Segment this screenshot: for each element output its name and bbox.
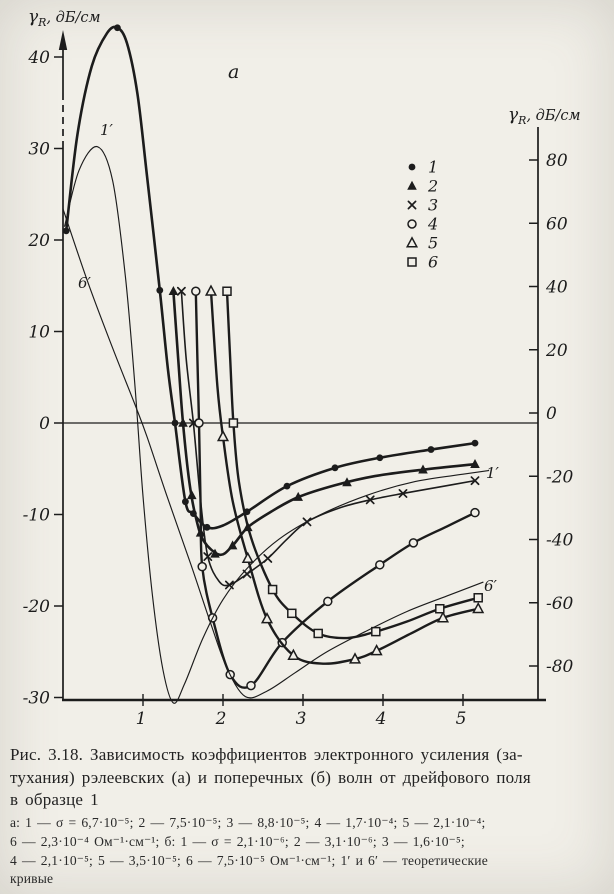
svg-text:3: 3 bbox=[428, 196, 438, 215]
svg-text:-10: -10 bbox=[23, 506, 51, 526]
svg-text:60: 60 bbox=[546, 214, 568, 234]
svg-text:-20: -20 bbox=[23, 597, 51, 617]
series-5 bbox=[204, 284, 485, 665]
svg-text:40: 40 bbox=[27, 48, 50, 68]
series-4 bbox=[191, 286, 480, 691]
series-6 bbox=[222, 286, 483, 640]
svg-text:20: 20 bbox=[545, 341, 568, 361]
svg-text:а: а bbox=[228, 61, 239, 83]
svg-text:40: 40 bbox=[545, 278, 568, 298]
footnote-line-2: 6 — 2,3·10⁻⁴ Ом⁻¹·см⁻¹; б: 1 — σ = 2,1·1… bbox=[10, 833, 465, 849]
svg-text:-40: -40 bbox=[546, 531, 574, 551]
svg-text:0: 0 bbox=[546, 404, 557, 424]
svg-text:-30: -30 bbox=[23, 689, 51, 709]
caption-line-3: в образце 1 bbox=[10, 790, 99, 810]
svg-text:2: 2 bbox=[427, 177, 438, 196]
svg-text:20: 20 bbox=[27, 231, 50, 251]
svg-text:3: 3 bbox=[296, 709, 307, 729]
series-6-curve bbox=[225, 290, 480, 640]
left-axis-arrow bbox=[58, 30, 68, 50]
caption-line-2: тухания) рэлеевских (а) и поперечных (б)… bbox=[10, 767, 531, 787]
left-axis-label: γR, дБ/см bbox=[28, 7, 101, 29]
caption-line-1: Рис. 3.18. Зависимость коэффициентов эле… bbox=[10, 745, 523, 764]
svg-text:-60: -60 bbox=[546, 594, 574, 614]
svg-text:-20: -20 bbox=[546, 467, 574, 487]
svg-text:6: 6 bbox=[428, 253, 438, 272]
series-1′-curve bbox=[64, 146, 490, 704]
axes: 40 30 20 10 0 -10 -20 -30 80 60 40 20 0 -20 -40 -60 -80 1… bbox=[23, 30, 574, 729]
annotation-1′: 1′ bbox=[486, 464, 500, 482]
svg-text:1′: 1′ bbox=[486, 464, 500, 482]
annotation-1′: 1′ bbox=[100, 121, 114, 139]
svg-text:4: 4 bbox=[427, 215, 438, 234]
legend-item-5: 5 bbox=[405, 234, 438, 253]
footnote-line-4: кривые bbox=[10, 871, 54, 887]
figure-plot: 40 30 20 10 0 -10 -20 -30 80 60 40 20 0 -20 -40 -60 -80 1… bbox=[23, 7, 581, 729]
series-4-curve bbox=[194, 290, 477, 689]
svg-text:30: 30 bbox=[28, 140, 50, 160]
legend-item-1: 1 bbox=[408, 158, 438, 177]
svg-text:1: 1 bbox=[136, 709, 147, 729]
footnote-line-1: а: 1 — σ = 6,7·10⁻⁵; 2 — 7,5·10⁻⁵; 3 — 8… bbox=[10, 815, 486, 830]
footnote-line-3: 4 — 2,1·10⁻⁵; 5 — 3,5·10⁻⁵; 6 — 7,5·10⁻⁵… bbox=[10, 852, 488, 868]
svg-text:4: 4 bbox=[375, 709, 387, 729]
svg-text:1: 1 bbox=[428, 158, 438, 177]
series-3-curve bbox=[180, 290, 476, 587]
series-6′-curve bbox=[62, 208, 484, 699]
legend-item-4: 4 bbox=[407, 215, 438, 234]
legend-item-3: 3 bbox=[407, 196, 438, 215]
legend-item-2: 2 bbox=[407, 177, 438, 196]
svg-text:-80: -80 bbox=[546, 657, 574, 677]
svg-text:1′: 1′ bbox=[100, 121, 114, 139]
svg-text:80: 80 bbox=[546, 151, 568, 171]
series-2 bbox=[168, 286, 480, 558]
series-6′ bbox=[62, 208, 484, 699]
annotation-а: а bbox=[228, 61, 239, 83]
figure-caption: Рис. 3.18. Зависимость коэффициентов эле… bbox=[10, 744, 608, 812]
svg-text:0: 0 bbox=[39, 414, 50, 434]
figure-footnote: а: 1 — σ = 6,7·10⁻⁵; 2 — 7,5·10⁻⁵; 3 — 8… bbox=[10, 814, 610, 889]
svg-text:2: 2 bbox=[215, 709, 227, 729]
series-1 bbox=[62, 24, 479, 531]
svg-text:6′: 6′ bbox=[484, 577, 498, 595]
annotation-6′: 6′ bbox=[484, 577, 498, 595]
series-1-curve bbox=[64, 25, 477, 530]
annotation-6′: 6′ bbox=[78, 274, 92, 292]
svg-text:5: 5 bbox=[428, 234, 438, 253]
right-axis-label: γR, дБ/см bbox=[508, 105, 581, 127]
svg-text:6′: 6′ bbox=[78, 274, 92, 292]
legend-item-6: 6 bbox=[407, 253, 438, 272]
svg-text:5: 5 bbox=[456, 709, 467, 729]
series-1′ bbox=[64, 146, 490, 704]
svg-text:10: 10 bbox=[28, 323, 50, 343]
